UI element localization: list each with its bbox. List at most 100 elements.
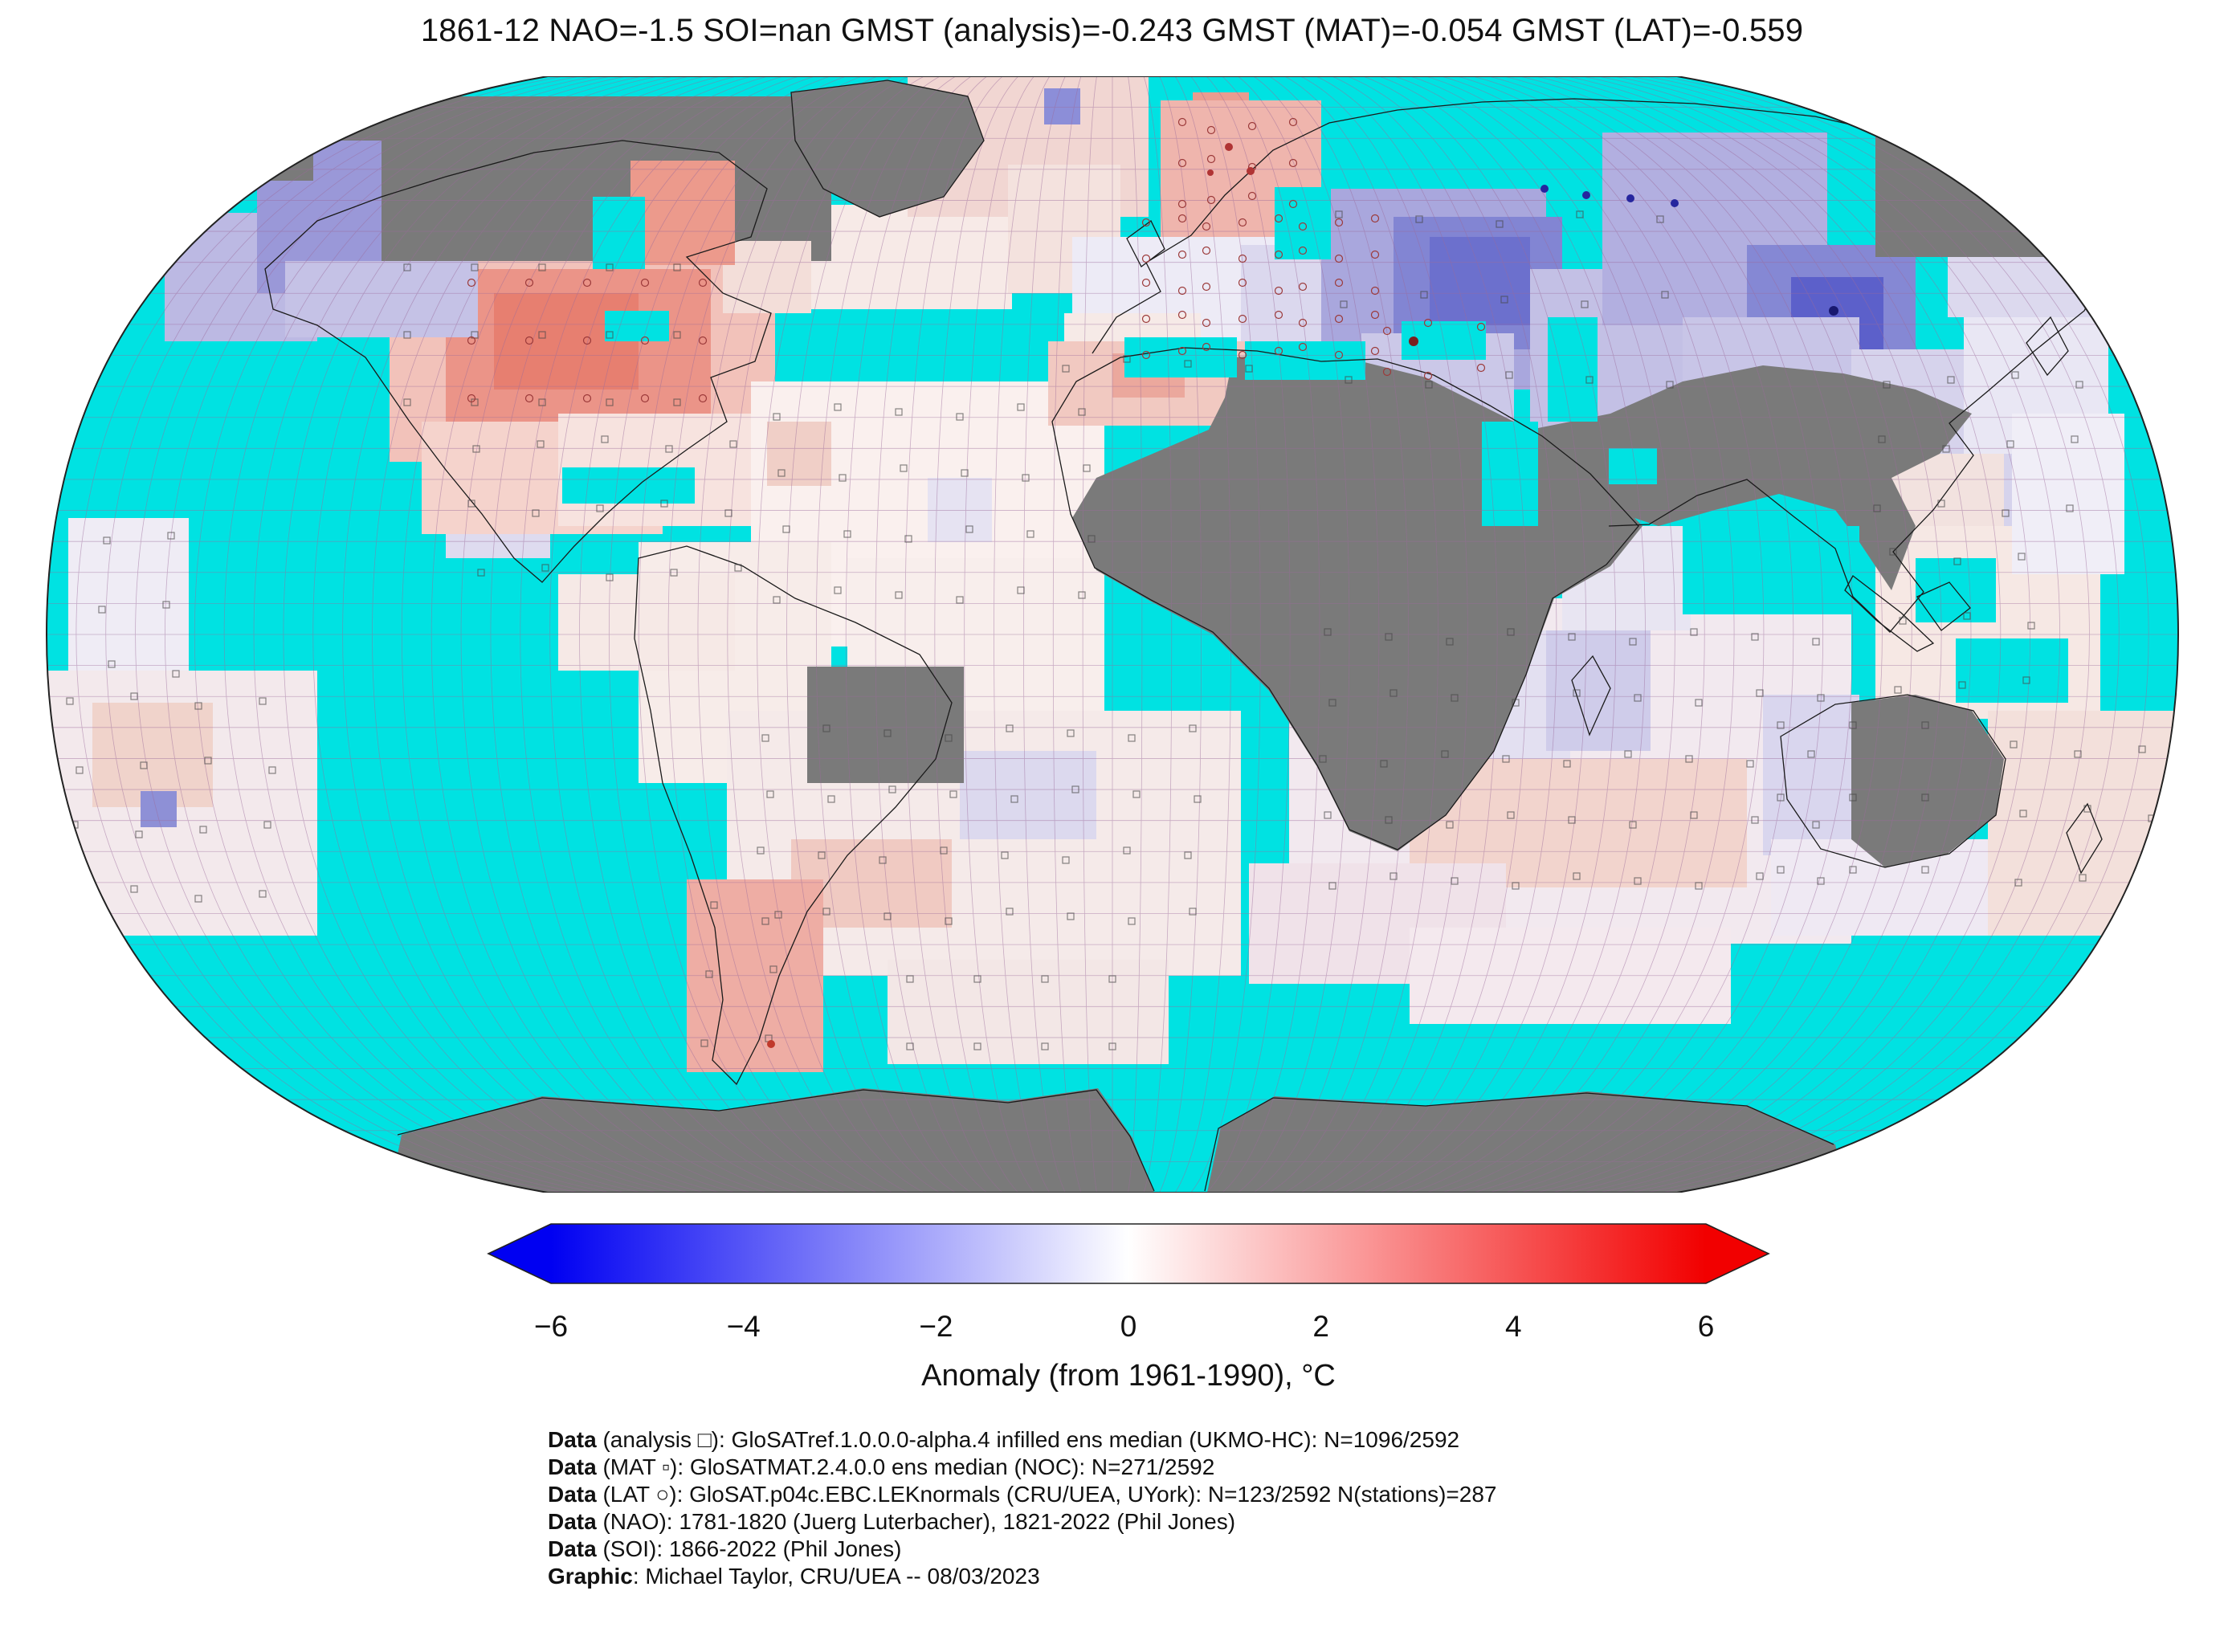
analysis-cell-marker xyxy=(1441,750,1449,758)
analysis-cell-marker xyxy=(729,440,737,448)
analysis-cell-marker xyxy=(1451,877,1459,885)
analysis-cell-marker xyxy=(895,408,903,416)
analysis-cell-marker xyxy=(130,692,138,700)
analysis-cell-marker xyxy=(1010,795,1018,803)
analysis-cell-marker xyxy=(1041,1042,1049,1050)
missing-data-region xyxy=(1851,695,2004,867)
analysis-cell-marker xyxy=(945,734,953,742)
analysis-cell-marker xyxy=(1451,694,1459,702)
analysis-cell-marker xyxy=(1573,872,1581,880)
analysis-cell-marker xyxy=(1690,811,1698,819)
station-marker xyxy=(1202,222,1211,231)
analysis-cell-marker xyxy=(1634,694,1642,702)
station-marker xyxy=(1370,310,1380,320)
station-marker xyxy=(698,394,708,403)
footer-line: Data (MAT ▫): GloSATMAT.2.4.0.0 ens medi… xyxy=(548,1454,1215,1479)
analysis-cell-marker xyxy=(1385,633,1393,641)
station-marker xyxy=(1177,310,1187,320)
analysis-cell-marker xyxy=(822,908,830,916)
analysis-cell-marker xyxy=(1324,811,1332,819)
analysis-cell-marker xyxy=(1666,381,1674,389)
analysis-cell-marker xyxy=(268,766,276,774)
analysis-cell-marker xyxy=(204,757,212,765)
footer-line: Data (analysis □): GloSATref.1.0.0.0-alp… xyxy=(548,1427,1460,1452)
value-dot xyxy=(1671,199,1679,207)
station-marker xyxy=(1298,222,1308,231)
analysis-cell-marker xyxy=(1189,724,1197,732)
station-marker xyxy=(640,336,650,345)
analysis-cell-marker xyxy=(940,846,948,855)
analysis-cell-marker xyxy=(1629,638,1637,646)
analysis-cell-marker xyxy=(774,911,782,919)
station-marker xyxy=(1423,318,1433,328)
map-outline xyxy=(45,76,2180,1193)
analysis-cell-marker xyxy=(1132,790,1141,798)
colorbar-tick-label: −6 xyxy=(534,1310,568,1343)
station-marker xyxy=(1238,254,1247,263)
analysis-cell-marker xyxy=(199,826,207,834)
analysis-cell-marker xyxy=(2143,869,2151,877)
analysis-cell-marker xyxy=(843,530,851,538)
analysis-cell-marker xyxy=(1947,376,1955,384)
analysis-cell-marker xyxy=(1446,638,1454,646)
analysis-cell-marker xyxy=(1812,638,1820,646)
footer-line: Graphic: Michael Taylor, CRU/UEA -- 08/0… xyxy=(548,1564,1040,1589)
analysis-cell-marker xyxy=(606,263,614,271)
analysis-cell-marker xyxy=(956,413,964,421)
station-marker xyxy=(1370,250,1380,259)
analysis-cell-marker xyxy=(167,532,175,540)
analysis-cell-marker xyxy=(1415,215,1423,223)
station-marker xyxy=(1206,195,1216,205)
analysis-cell-marker xyxy=(673,263,681,271)
station-marker xyxy=(1298,282,1308,292)
coastline xyxy=(1780,694,2006,868)
station-marker xyxy=(1298,246,1308,255)
analysis-cell-marker xyxy=(601,435,609,443)
analysis-cell-marker xyxy=(1661,291,1669,299)
analysis-cell-marker xyxy=(1807,750,1815,758)
analysis-cell-marker xyxy=(700,1039,708,1047)
analysis-cell-marker xyxy=(2018,553,2026,561)
analysis-cell-marker xyxy=(883,729,892,737)
colorbar-tick-label: −4 xyxy=(727,1310,761,1343)
station-marker xyxy=(1382,326,1392,336)
station-marker xyxy=(1177,199,1187,209)
analysis-cell-marker xyxy=(761,917,769,925)
station-marker xyxy=(467,394,476,403)
analysis-cell-marker xyxy=(259,890,267,898)
overlay-cell-block xyxy=(723,241,811,313)
analysis-cell-marker xyxy=(660,500,668,508)
colorbar-tick-label: 6 xyxy=(1698,1310,1715,1343)
analysis-cell-marker xyxy=(1328,699,1336,707)
analysis-cell-marker xyxy=(895,591,903,599)
analysis-cell-marker xyxy=(2027,622,2035,630)
analysis-cell-marker xyxy=(2019,810,2027,818)
footer-line: Data (NAO): 1781-1820 (Juerg Luterbacher… xyxy=(548,1509,1236,1534)
analysis-cell-marker xyxy=(1022,474,1030,482)
analysis-cell-marker xyxy=(1123,355,1131,363)
analysis-cell-marker xyxy=(263,821,271,829)
analysis-cell-marker xyxy=(1512,882,1520,890)
station-marker xyxy=(524,336,534,345)
analysis-cell-marker xyxy=(1319,755,1327,763)
analysis-cell-marker xyxy=(1006,908,1014,916)
station-marker xyxy=(524,278,534,288)
station-marker xyxy=(1370,346,1380,356)
analysis-cell-marker xyxy=(1071,785,1079,793)
station-marker xyxy=(1141,218,1151,227)
analysis-cell-marker xyxy=(1849,793,1857,802)
analysis-cell-marker xyxy=(945,917,953,925)
station-marker xyxy=(1141,350,1151,360)
analysis-cell-marker xyxy=(2010,740,2018,748)
colorbar-tick-label: 2 xyxy=(1312,1310,1329,1343)
analysis-cell-marker xyxy=(1568,633,1576,641)
analysis-cell-marker xyxy=(1078,408,1086,416)
value-dot xyxy=(1829,306,1838,316)
missing-data-region xyxy=(390,1088,1847,1193)
footer-line: Data (LAT ○): GloSAT.p04c.EBC.LEKnormals… xyxy=(548,1482,1497,1507)
overlay-cell-block xyxy=(1956,638,2068,703)
analysis-cell-marker xyxy=(1695,699,1703,707)
station-marker xyxy=(582,278,592,288)
coastline xyxy=(1916,581,1971,631)
station-marker xyxy=(640,394,650,403)
